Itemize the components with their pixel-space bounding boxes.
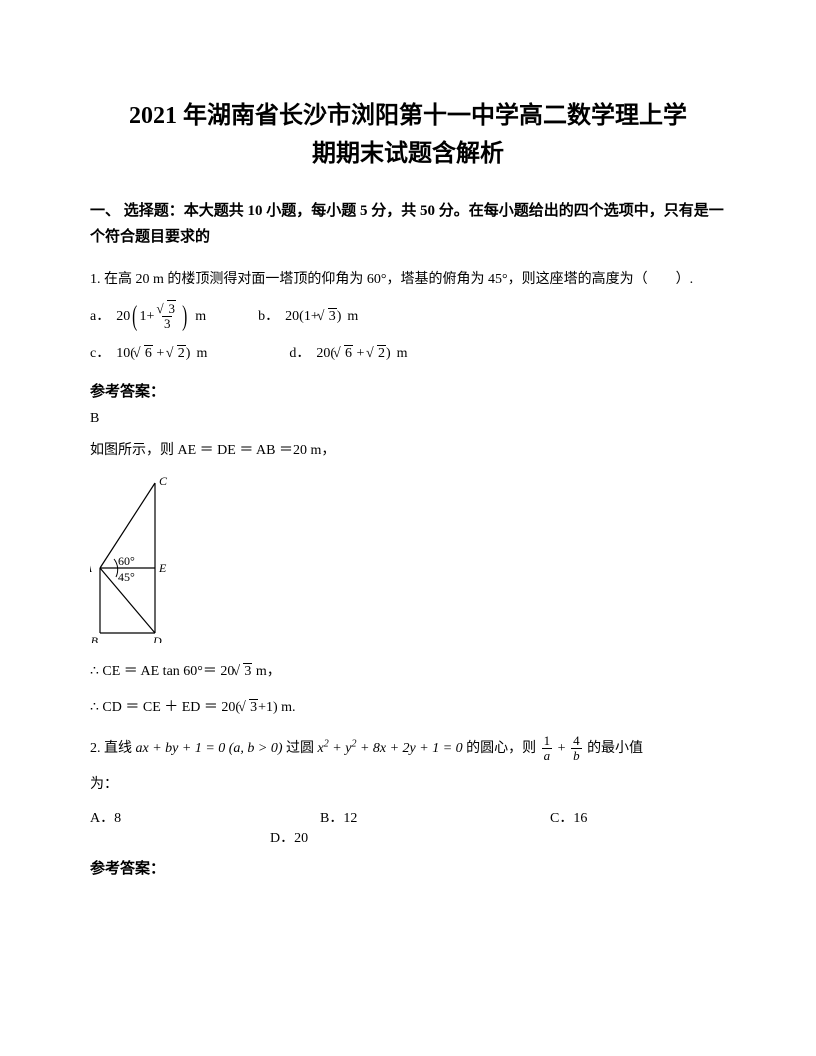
q2-frac1: 1a	[542, 734, 553, 764]
q1-opt-c-label: c．	[90, 339, 110, 370]
q2-mid2: 的圆心，则	[466, 741, 540, 756]
svg-text:60°: 60°	[118, 554, 135, 568]
q2-options-row1: A．8 B．12 C．16	[90, 807, 726, 827]
q1-answer-label: 参考答案：	[90, 380, 726, 401]
q1-opt-b-unit: m	[347, 302, 358, 333]
q1-opt-c-expr: 10(6 + 2)	[116, 339, 190, 370]
q1-opt-c-unit: m	[196, 339, 207, 370]
q2-prefix: 2. 直线	[90, 741, 136, 756]
question-1-options: a． 20(1+33) m b． 20(1+ 3) m c． 10(6 + 2) …	[90, 302, 726, 370]
svg-text:45°: 45°	[118, 570, 135, 584]
q1-opt-c-close: )	[186, 346, 191, 361]
q1-opt-a-frac-num: 3	[167, 300, 176, 316]
q1-opt-b-prefix: 20(1+	[285, 309, 319, 324]
q1-expl3-sqrt: 3	[249, 699, 258, 715]
triangle-diagram-svg: A B C D E 60° 45°	[90, 473, 210, 643]
q1-expl2-sqrt: 3	[243, 663, 252, 679]
q1-expl2-suffix: m，	[256, 664, 281, 679]
q1-opt-d-sqrt1: 6	[344, 345, 353, 361]
q1-opt-d-close: )	[386, 346, 391, 361]
svg-text:D: D	[152, 634, 162, 643]
q1-explanation-2: ∴ CE ＝ AE tan 60°＝ 203 m，	[90, 658, 726, 686]
q1-opt-d-sqrt2: 2	[377, 345, 386, 361]
q2-frac2-num: 4	[571, 734, 582, 748]
q2-frac1-den: a	[542, 748, 553, 763]
svg-text:A: A	[90, 561, 93, 575]
q1-opt-d-unit: m	[397, 339, 408, 370]
q1-opt-d-expr: 20(6 + 2)	[316, 339, 390, 370]
q2-plus: +	[558, 741, 569, 756]
q2-opt-c: C．16	[550, 807, 587, 827]
q2-tail: 的最小值	[587, 741, 643, 756]
q1-option-row-cd: c． 10(6 + 2) m d． 20(6 + 2) m	[90, 339, 726, 370]
q1-opt-a-label: a．	[90, 302, 110, 333]
svg-text:B: B	[91, 634, 99, 643]
q1-opt-a-frac-den: 3	[162, 316, 173, 331]
q2-options-row2: D．20	[90, 827, 726, 847]
q1-opt-a-unit: m	[195, 302, 206, 333]
page-title-line1: 2021 年湖南省长沙市浏阳第十一中学高二数学理上学	[90, 100, 726, 134]
q1-expl3-prefix: ∴ CD ＝ CE ＋ ED ＝	[90, 700, 221, 715]
q1-explanation-1: 如图所示，则 AE ＝ DE ＝ AB ＝20 m，	[90, 437, 726, 465]
svg-text:C: C	[159, 474, 168, 488]
q2-mid1: 过圆	[286, 741, 318, 756]
q2-frac2-den: b	[571, 748, 582, 763]
q1-opt-d-label: d．	[289, 339, 310, 370]
q2-frac1-num: 1	[542, 734, 553, 748]
q2-circle-eq: x2 + y2 + 8x + 2y + 1 = 0	[318, 741, 463, 756]
svg-text:E: E	[158, 561, 167, 575]
q2-frac2: 4b	[571, 734, 582, 764]
q1-diagram: A B C D E 60° 45°	[90, 473, 726, 648]
question-1-text: 1. 在高 20 m 的楼顶测得对面一塔顶的仰角为 60°，塔基的俯角为 45°…	[90, 266, 726, 294]
q2-line-eq: ax + by + 1 = 0 (a, b > 0)	[136, 741, 283, 756]
q1-option-row-ab: a． 20(1+33) m b． 20(1+ 3) m	[90, 302, 726, 333]
section-1-heading: 一、 选择题：本大题共 10 小题，每小题 5 分，共 50 分。在每小题给出的…	[90, 199, 726, 250]
q1-opt-c-sqrt2: 2	[177, 345, 186, 361]
q1-opt-a-expr: 20(1+33)	[116, 302, 189, 333]
q1-expl2-expr: 203	[220, 664, 256, 679]
q1-expl3-close: +1)	[258, 700, 278, 715]
question-2-text-line2: 为：	[90, 771, 726, 799]
q2-opt-b: B．12	[320, 807, 550, 827]
page-title-line2: 期期末试题含解析	[90, 138, 726, 172]
q1-opt-b-label: b．	[258, 302, 279, 333]
q1-expl2-prefix: ∴ CE ＝ AE tan 60°＝	[90, 664, 220, 679]
q1-expl3-suffix: m.	[281, 700, 295, 715]
question-2-text: 2. 直线 ax + by + 1 = 0 (a, b > 0) 过圆 x2 +…	[90, 734, 726, 764]
q1-opt-b-expr: 20(1+ 3)	[285, 302, 341, 333]
q1-opt-c-sqrt1: 6	[144, 345, 153, 361]
q2-answer-label: 参考答案：	[90, 857, 726, 878]
q1-opt-b-sqrt: 3	[328, 308, 337, 324]
q1-expl3-expr: 20(3+1)	[221, 700, 281, 715]
q1-opt-b-suffix: )	[337, 309, 342, 324]
q2-opt-a: A．8	[90, 807, 320, 827]
q2-opt-d: D．20	[270, 827, 308, 847]
exam-page: 2021 年湖南省长沙市浏阳第十一中学高二数学理上学 期期末试题含解析 一、 选…	[0, 0, 816, 928]
q1-explanation-3: ∴ CD ＝ CE ＋ ED ＝ 20(3+1) m.	[90, 694, 726, 722]
q1-opt-a-coef: 20	[116, 309, 130, 324]
q1-answer: B	[90, 411, 726, 427]
